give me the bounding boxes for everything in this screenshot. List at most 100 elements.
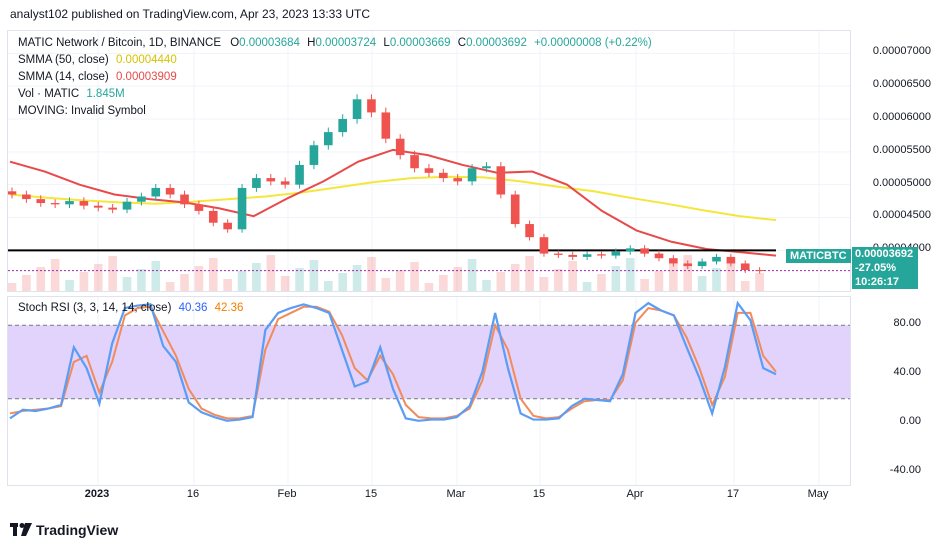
last-price-box: 0.00003692 -27.05% 10:26:17 [852,247,918,289]
time-tick-label: Feb [277,488,297,500]
stoch-k-line [9,300,777,422]
change-value: +0.00000008 (+0.22%) [534,37,652,49]
price-tick-label: 0.00004500 [872,209,931,222]
symbol-title: MATIC Network / Bitcoin, 1D, BINANCE [18,37,221,49]
time-tick-label: Mar [446,488,466,500]
volume-bar [93,264,103,291]
candle [295,164,304,185]
close-label: C [457,37,467,49]
price-tick-label: 0.00005500 [872,143,931,156]
volume-bar [22,275,31,291]
volume-bar [697,276,707,291]
rsi-scale[interactable]: 80.00 40.00 0.00 -40.00 [851,296,939,486]
moving-label: MOVING: Invalid Symbol [18,105,146,117]
volume-bar [36,267,46,291]
candle [65,201,74,205]
time-tick-label: 17 [726,488,740,500]
price-pane[interactable]: MATIC Network / Bitcoin, 1D, BINANCE O0.… [7,30,851,292]
candle [352,99,362,119]
ticker-tag: MATICBTC [786,249,851,263]
candle [712,256,721,262]
volume-bar [338,273,347,291]
low-label: L [383,37,390,49]
volume-bar [208,258,218,291]
open-value: 0.00003684 [239,37,300,49]
price-chart[interactable] [8,31,851,292]
time-axis[interactable]: 2023 16 Feb 15 Mar 15 Apr 17 May [7,488,851,508]
price-tick-label: 0.00006500 [872,78,931,91]
volume-bar [439,275,448,291]
tradingview-logo-icon [10,523,32,536]
candle [482,166,491,169]
volume-bar [740,281,750,291]
candle [381,112,391,139]
rsi-legend: Stoch RSI (3, 3, 14, 14, close) 40.36 42… [18,300,243,317]
time-tick-label: May [807,488,829,500]
candle [726,256,736,264]
close-value: 0.00003692 [466,37,527,49]
volume-bar [755,273,764,291]
smma50-value: 0.00004440 [115,54,177,66]
candle [697,261,707,267]
volume-bar [367,257,376,291]
volume-bar [223,279,232,291]
rsi-tick-label: 0.00 [899,415,921,428]
smma14-value: 0.00003909 [115,71,177,83]
volume-label: Vol · MATIC [18,88,80,100]
volume-bar [712,268,721,291]
time-tick-label: 2023 [84,488,110,500]
stoch-rsi-chart[interactable] [8,297,851,486]
open-label: O [230,37,240,49]
volume-bar [611,266,621,291]
legend-row-moving: MOVING: Invalid Symbol [18,103,652,120]
candle [208,210,218,223]
volume-bar [50,259,60,291]
candle [424,168,434,173]
bar-countdown: 10:26:17 [852,275,918,289]
volume-bar [352,265,362,291]
volume-bar [8,283,17,291]
volume-bar [280,276,290,291]
tradingview-footer[interactable]: TradingView [10,522,118,538]
candle [755,270,764,272]
time-tick-label: Apr [626,488,644,500]
candle [36,199,46,204]
volume-bar [151,261,161,291]
volume-bar [625,258,635,291]
legend-row-smma14: SMMA (14, close) 0.00003909 [18,69,652,86]
rsi-label: Stoch RSI (3, 3, 14, 14, close) [18,302,172,314]
brand-name: TradingView [36,522,119,538]
volume-bar [510,264,520,291]
volume-bar [252,263,261,291]
volume-bar [180,274,189,291]
candle [539,237,549,254]
candle [93,205,103,208]
stoch-d-line [9,305,777,420]
smma14-label: SMMA (14, close) [18,71,109,83]
volume-bar [467,259,477,291]
high-value: 0.00003724 [315,37,377,49]
publish-caption: analyst102 published on TradingView.com,… [10,7,371,21]
candle [525,224,534,238]
volume-bar [137,269,146,291]
volume-bar [309,260,319,291]
volume-bar [654,271,664,291]
candle [395,138,405,156]
candle [410,155,419,169]
candle [625,248,635,252]
candle [151,187,161,197]
stoch-rsi-pane[interactable]: Stoch RSI (3, 3, 14, 14, close) 40.36 42… [7,296,851,486]
volume-bar [266,255,276,291]
rsi-tick-label: 40.00 [893,366,921,379]
volume-bar [453,267,463,291]
candle [683,263,693,267]
candle [453,178,463,182]
volume-bar [323,281,333,291]
volume-bar [726,260,736,291]
volume-bar [683,255,693,291]
volume-bar [410,262,419,291]
rsi-band [8,325,850,399]
candle [554,253,563,255]
candle [22,194,31,200]
candle [367,99,376,113]
